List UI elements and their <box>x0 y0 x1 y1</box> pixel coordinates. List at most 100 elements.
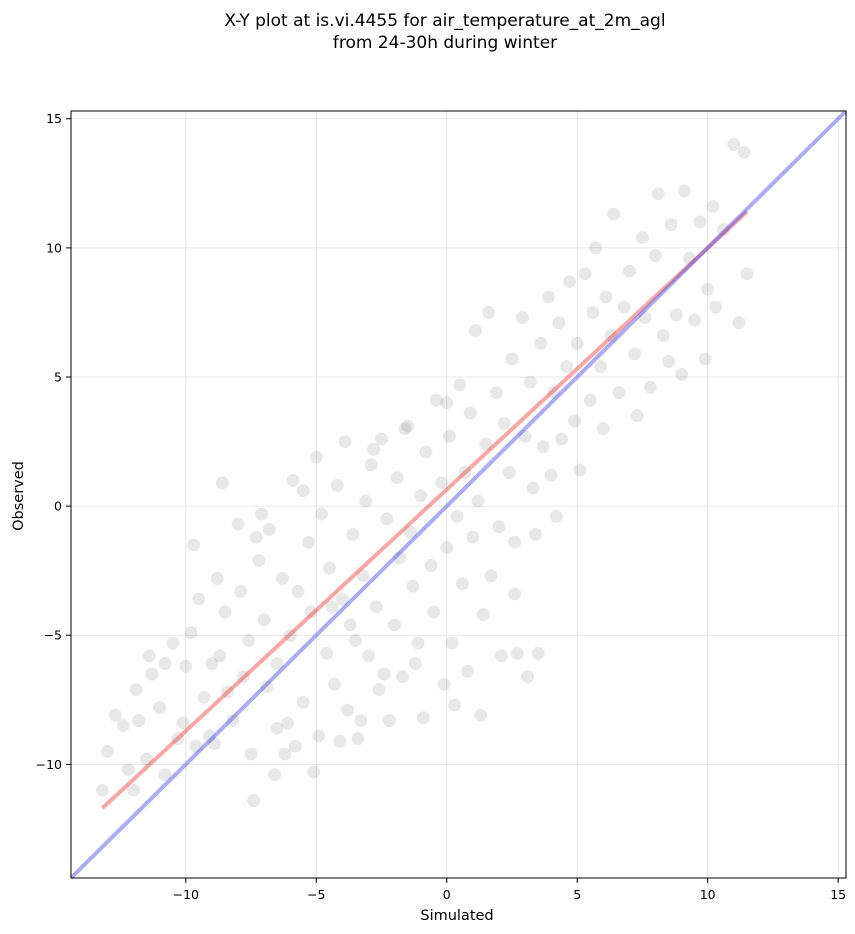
chart-subtitle: from 24-30h during winter <box>333 33 557 53</box>
scatter-point-151 <box>688 313 702 327</box>
scatter-point-155 <box>706 200 720 214</box>
scatter-point-122 <box>568 414 582 428</box>
scatter-point-74 <box>411 636 425 650</box>
scatter-point-173 <box>508 587 522 601</box>
scatter-point-85 <box>445 636 459 650</box>
scatter-point-24 <box>231 517 245 531</box>
scatter-point-9 <box>158 768 172 782</box>
scatter-point-108 <box>518 429 532 443</box>
scatter-point-140 <box>638 311 652 325</box>
scatter-point-188 <box>343 618 357 632</box>
scatter-point-63 <box>372 682 386 696</box>
scatter-point-83 <box>440 540 454 554</box>
scatter-point-179 <box>367 442 381 456</box>
scatter-point-132 <box>604 329 618 343</box>
scatter-point-104 <box>505 352 519 366</box>
scatter-point-23 <box>226 713 240 727</box>
y-tick-label-4: 10 <box>46 240 62 255</box>
scatter-point-183 <box>288 739 302 753</box>
scatter-point-110 <box>523 375 537 389</box>
scatter-point-41 <box>296 695 310 709</box>
scatter-point-32 <box>260 680 274 694</box>
scatter-point-133 <box>607 207 621 221</box>
scatter-point-172 <box>474 708 488 722</box>
scatter-point-119 <box>555 432 569 446</box>
scatter-point-10 <box>166 636 180 650</box>
x-tick-label-5: 15 <box>830 887 846 902</box>
scatter-point-163 <box>142 649 156 663</box>
scatter-point-103 <box>502 466 516 480</box>
scatter-point-141 <box>643 380 657 394</box>
scatter-point-1 <box>101 744 115 758</box>
scatter-point-107 <box>515 311 529 325</box>
grid <box>71 111 846 878</box>
scatter-point-37 <box>281 716 295 730</box>
scatter-point-124 <box>573 463 587 477</box>
scatter-point-82 <box>437 677 451 691</box>
scatter-point-147 <box>669 308 683 322</box>
scatter-point-20 <box>213 649 227 663</box>
y-tick-label-5: 15 <box>46 111 62 126</box>
scatter-point-61 <box>364 458 378 472</box>
scatter-point-53 <box>338 435 352 449</box>
scatter-point-152 <box>693 215 707 229</box>
scatter-point-154 <box>701 282 715 296</box>
scatter-point-46 <box>312 729 326 743</box>
scatter-point-50 <box>328 677 342 691</box>
scatter-point-22 <box>221 685 235 699</box>
scatter-point-167 <box>278 747 292 761</box>
y-tick-label-2: 0 <box>54 499 62 514</box>
scatter-point-105 <box>508 535 522 549</box>
scatter-point-3 <box>121 763 135 777</box>
scatter-point-68 <box>390 471 404 485</box>
scatter-point-143 <box>651 187 665 201</box>
scatter-point-56 <box>348 633 362 647</box>
scatter-point-125 <box>578 267 592 281</box>
scatter-point-19 <box>210 571 224 585</box>
scatter-point-33 <box>262 522 276 536</box>
scatter-point-6 <box>140 752 154 766</box>
scatter-point-66 <box>382 713 396 727</box>
scatter-point-93 <box>468 324 482 338</box>
scatter-point-31 <box>257 613 271 627</box>
scatter-point-182 <box>270 721 284 735</box>
scatter-point-185 <box>158 657 172 671</box>
scatter-point-42 <box>301 535 315 549</box>
scatter-points <box>95 138 754 808</box>
x-tick-label-3: 5 <box>573 887 581 902</box>
scatter-point-13 <box>184 626 198 640</box>
scatter-point-15 <box>192 592 206 606</box>
scatter-point-112 <box>531 646 545 660</box>
scatter-point-5 <box>132 713 146 727</box>
scatter-point-29 <box>247 794 261 808</box>
scatter-point-100 <box>492 520 506 534</box>
scatter-point-77 <box>419 445 433 459</box>
scatter-point-67 <box>388 618 402 632</box>
scatter-point-70 <box>395 670 409 684</box>
scatter-point-165 <box>208 737 222 751</box>
scatter-point-81 <box>435 476 449 490</box>
scatter-point-47 <box>315 507 329 521</box>
scatter-point-92 <box>466 530 480 544</box>
scatter-point-168 <box>333 734 347 748</box>
scatter-point-14 <box>187 538 201 552</box>
scatter-point-177 <box>254 507 268 521</box>
scatter-point-4 <box>127 783 141 797</box>
scatter-point-159 <box>732 316 746 330</box>
scatter-point-7 <box>145 667 159 681</box>
scatter-point-175 <box>549 509 563 523</box>
scatter-point-115 <box>542 290 556 304</box>
scatter-point-36 <box>275 571 289 585</box>
series-lines <box>69 109 848 880</box>
scatter-point-45 <box>309 450 323 464</box>
scatter-point-146 <box>664 218 678 232</box>
scatter-point-138 <box>630 409 644 423</box>
scatter-point-76 <box>416 711 430 725</box>
scatter-point-39 <box>286 473 300 487</box>
scatter-point-40 <box>291 584 305 598</box>
scatter-point-21 <box>218 605 232 619</box>
scatter-point-75 <box>414 489 428 503</box>
y-tick-label-0: −10 <box>36 757 62 772</box>
x-tick-label-4: 10 <box>700 887 716 902</box>
scatter-point-87 <box>453 378 467 392</box>
